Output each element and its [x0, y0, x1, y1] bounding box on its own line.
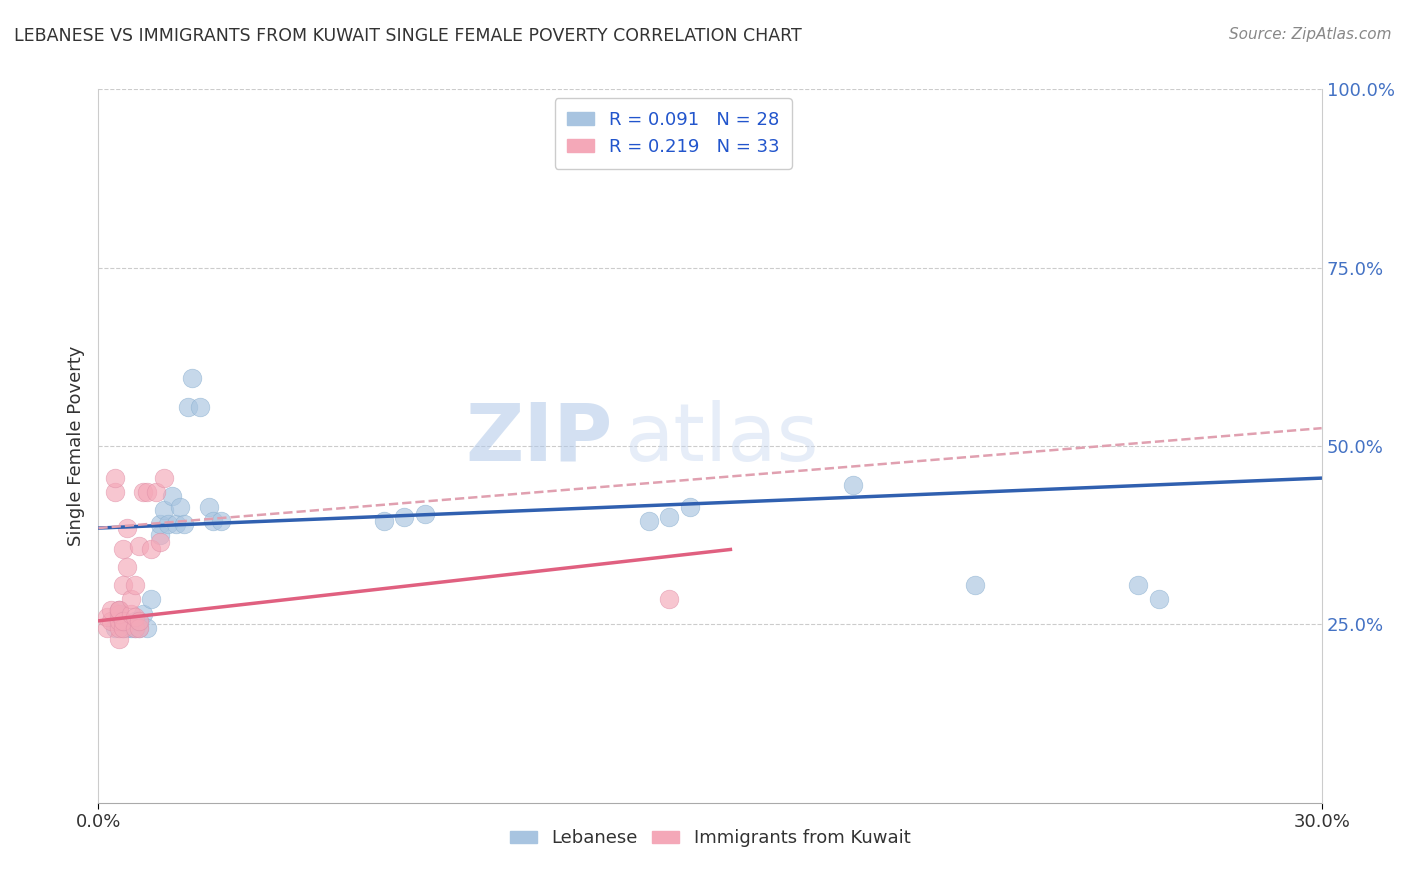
Point	[658, 510, 681, 524]
Point	[108, 614, 131, 628]
Point	[108, 621, 131, 635]
Point	[104, 485, 127, 500]
Point	[100, 614, 122, 628]
Text: ZIP: ZIP	[465, 400, 612, 478]
Point	[108, 603, 131, 617]
Point	[120, 621, 142, 635]
Point	[108, 607, 131, 621]
Point	[108, 603, 131, 617]
Point	[124, 621, 146, 635]
Point	[124, 578, 146, 592]
Point	[413, 507, 436, 521]
Point	[124, 621, 146, 635]
Point	[149, 535, 172, 549]
Point	[965, 578, 987, 592]
Point	[145, 485, 167, 500]
Point	[115, 560, 138, 574]
Point	[128, 621, 150, 635]
Point	[201, 514, 224, 528]
Point	[111, 621, 134, 635]
Point	[124, 610, 146, 624]
Point	[128, 614, 150, 628]
Point	[128, 621, 150, 635]
Legend: Lebanese, Immigrants from Kuwait: Lebanese, Immigrants from Kuwait	[502, 822, 918, 855]
Point	[100, 603, 122, 617]
Point	[111, 542, 134, 557]
Point	[111, 614, 134, 628]
Point	[108, 603, 131, 617]
Point	[169, 500, 191, 514]
Point	[132, 607, 155, 621]
Point	[392, 510, 416, 524]
Point	[128, 539, 150, 553]
Point	[111, 578, 134, 592]
Point	[141, 542, 163, 557]
Point	[841, 478, 863, 492]
Point	[165, 517, 187, 532]
Point	[108, 632, 131, 646]
Point	[177, 400, 200, 414]
Point	[108, 614, 131, 628]
Text: Source: ZipAtlas.com: Source: ZipAtlas.com	[1229, 27, 1392, 42]
Point	[141, 592, 163, 607]
Point	[104, 471, 127, 485]
Point	[188, 400, 212, 414]
Point	[373, 514, 395, 528]
Point	[149, 528, 172, 542]
Point	[128, 614, 150, 628]
Point	[658, 592, 681, 607]
Point	[1147, 592, 1170, 607]
Point	[197, 500, 219, 514]
Point	[136, 485, 159, 500]
Point	[96, 621, 118, 635]
Point	[149, 517, 172, 532]
Point	[638, 514, 661, 528]
Point	[152, 503, 174, 517]
Point	[679, 500, 702, 514]
Point	[108, 607, 131, 621]
Point	[120, 592, 142, 607]
Point	[96, 610, 118, 624]
Point	[1128, 578, 1150, 592]
Point	[160, 489, 183, 503]
Point	[209, 514, 232, 528]
Point	[136, 621, 159, 635]
Point	[156, 517, 179, 532]
Point	[124, 614, 146, 628]
Y-axis label: Single Female Poverty: Single Female Poverty	[66, 346, 84, 546]
Point	[115, 521, 138, 535]
Text: atlas: atlas	[624, 400, 818, 478]
Point	[120, 607, 142, 621]
Point	[173, 517, 195, 532]
Point	[111, 621, 134, 635]
Point	[115, 621, 138, 635]
Point	[152, 471, 174, 485]
Point	[104, 621, 127, 635]
Point	[132, 485, 155, 500]
Point	[181, 371, 204, 385]
Text: LEBANESE VS IMMIGRANTS FROM KUWAIT SINGLE FEMALE POVERTY CORRELATION CHART: LEBANESE VS IMMIGRANTS FROM KUWAIT SINGL…	[14, 27, 801, 45]
